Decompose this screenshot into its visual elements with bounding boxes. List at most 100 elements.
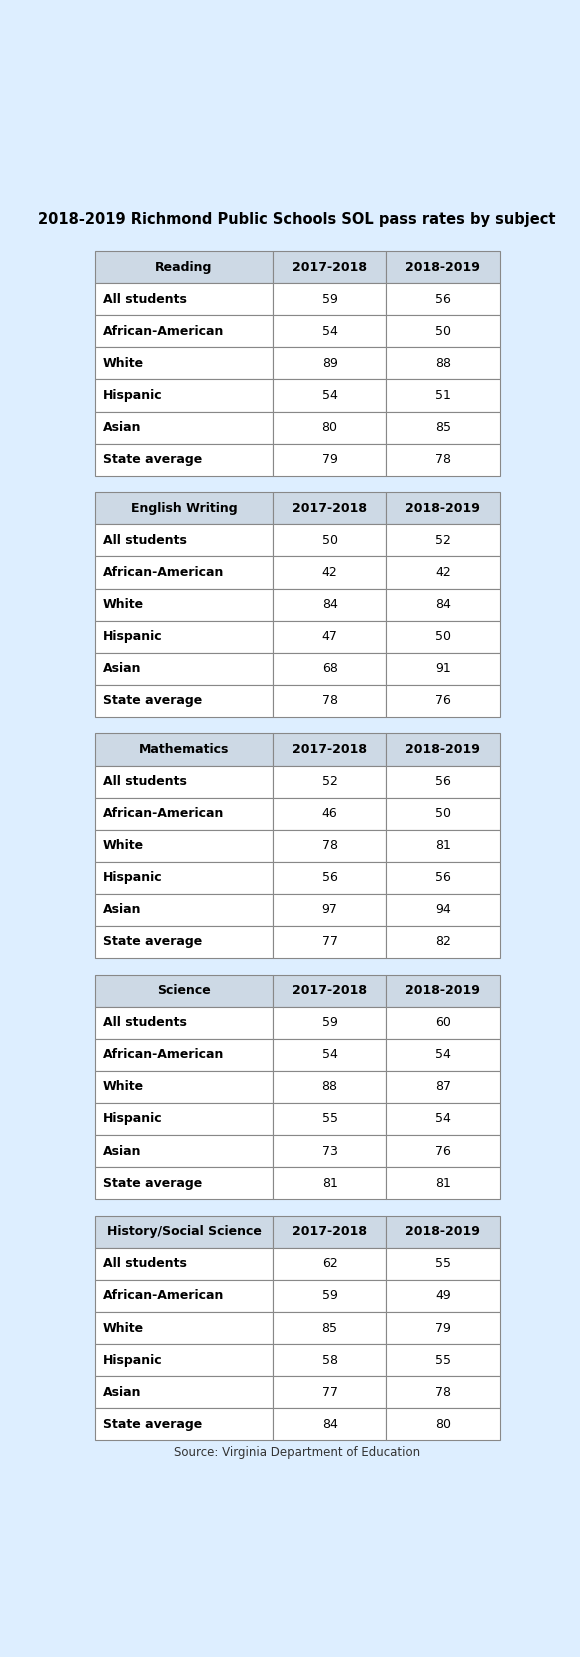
FancyBboxPatch shape <box>95 444 273 476</box>
Text: 79: 79 <box>435 1322 451 1334</box>
Text: State average: State average <box>103 1418 202 1430</box>
FancyBboxPatch shape <box>95 492 273 524</box>
FancyBboxPatch shape <box>95 1408 273 1440</box>
FancyBboxPatch shape <box>273 379 386 411</box>
Text: 54: 54 <box>322 1049 338 1060</box>
FancyBboxPatch shape <box>386 1167 499 1200</box>
Text: 54: 54 <box>322 389 338 403</box>
FancyBboxPatch shape <box>273 621 386 653</box>
FancyBboxPatch shape <box>386 283 499 315</box>
Text: State average: State average <box>103 936 202 948</box>
FancyBboxPatch shape <box>386 684 499 717</box>
FancyBboxPatch shape <box>386 492 499 524</box>
Text: 2017-2018: 2017-2018 <box>292 984 367 998</box>
Text: 54: 54 <box>435 1112 451 1125</box>
FancyBboxPatch shape <box>95 1039 273 1070</box>
Text: 81: 81 <box>435 838 451 852</box>
FancyBboxPatch shape <box>386 1070 499 1104</box>
Text: 58: 58 <box>322 1354 338 1367</box>
FancyBboxPatch shape <box>273 1344 386 1375</box>
FancyBboxPatch shape <box>386 621 499 653</box>
FancyBboxPatch shape <box>273 588 386 621</box>
Text: 2018-2019: 2018-2019 <box>405 742 480 756</box>
FancyBboxPatch shape <box>386 588 499 621</box>
Text: 94: 94 <box>435 903 451 916</box>
FancyBboxPatch shape <box>386 1007 499 1039</box>
FancyBboxPatch shape <box>95 283 273 315</box>
Text: 2017-2018: 2017-2018 <box>292 742 367 756</box>
Text: History/Social Science: History/Social Science <box>107 1225 262 1238</box>
Text: African-American: African-American <box>103 1049 224 1060</box>
Text: African-American: African-American <box>103 567 224 578</box>
FancyBboxPatch shape <box>273 444 386 476</box>
FancyBboxPatch shape <box>386 1375 499 1408</box>
Text: 77: 77 <box>322 936 338 948</box>
FancyBboxPatch shape <box>273 1104 386 1135</box>
Text: 50: 50 <box>435 807 451 820</box>
FancyBboxPatch shape <box>386 862 499 893</box>
Text: Hispanic: Hispanic <box>103 389 163 403</box>
FancyBboxPatch shape <box>95 1375 273 1408</box>
FancyBboxPatch shape <box>273 926 386 958</box>
Text: State average: State average <box>103 694 202 708</box>
FancyBboxPatch shape <box>95 1135 273 1167</box>
Text: English Writing: English Writing <box>130 502 237 515</box>
Text: 47: 47 <box>322 630 338 643</box>
FancyBboxPatch shape <box>386 1312 499 1344</box>
FancyBboxPatch shape <box>273 1007 386 1039</box>
Text: Reading: Reading <box>155 260 213 273</box>
FancyBboxPatch shape <box>95 1104 273 1135</box>
FancyBboxPatch shape <box>273 524 386 557</box>
Text: 84: 84 <box>322 1418 338 1430</box>
FancyBboxPatch shape <box>273 797 386 830</box>
FancyBboxPatch shape <box>273 1039 386 1070</box>
Text: 80: 80 <box>435 1418 451 1430</box>
FancyBboxPatch shape <box>95 1248 273 1279</box>
FancyBboxPatch shape <box>273 830 386 862</box>
FancyBboxPatch shape <box>273 1375 386 1408</box>
FancyBboxPatch shape <box>273 315 386 348</box>
FancyBboxPatch shape <box>386 348 499 379</box>
Text: 56: 56 <box>435 293 451 307</box>
Text: 2018-2019: 2018-2019 <box>405 260 480 273</box>
FancyBboxPatch shape <box>95 315 273 348</box>
Text: Asian: Asian <box>103 663 142 676</box>
Text: 42: 42 <box>435 567 451 578</box>
FancyBboxPatch shape <box>95 588 273 621</box>
FancyBboxPatch shape <box>386 252 499 283</box>
FancyBboxPatch shape <box>95 621 273 653</box>
FancyBboxPatch shape <box>273 348 386 379</box>
FancyBboxPatch shape <box>95 411 273 444</box>
FancyBboxPatch shape <box>95 1279 273 1312</box>
FancyBboxPatch shape <box>95 974 273 1007</box>
FancyBboxPatch shape <box>95 653 273 684</box>
FancyBboxPatch shape <box>386 797 499 830</box>
Text: 56: 56 <box>322 872 338 885</box>
Text: 59: 59 <box>322 293 338 307</box>
FancyBboxPatch shape <box>273 653 386 684</box>
Text: 78: 78 <box>322 838 338 852</box>
FancyBboxPatch shape <box>386 1279 499 1312</box>
FancyBboxPatch shape <box>273 557 386 588</box>
Text: All students: All students <box>103 775 187 789</box>
FancyBboxPatch shape <box>273 1167 386 1200</box>
FancyBboxPatch shape <box>273 684 386 717</box>
Text: 81: 81 <box>435 1176 451 1190</box>
FancyBboxPatch shape <box>273 1279 386 1312</box>
Text: White: White <box>103 1080 144 1094</box>
FancyBboxPatch shape <box>386 411 499 444</box>
Text: 80: 80 <box>322 421 338 434</box>
Text: Asian: Asian <box>103 421 142 434</box>
FancyBboxPatch shape <box>386 893 499 926</box>
FancyBboxPatch shape <box>95 1216 273 1248</box>
Text: Mathematics: Mathematics <box>139 742 229 756</box>
FancyBboxPatch shape <box>273 1312 386 1344</box>
Text: 59: 59 <box>322 1289 338 1302</box>
Text: 78: 78 <box>435 452 451 466</box>
Text: 2018-2019 Richmond Public Schools SOL pass rates by subject: 2018-2019 Richmond Public Schools SOL pa… <box>38 212 556 227</box>
FancyBboxPatch shape <box>95 524 273 557</box>
Text: 2018-2019: 2018-2019 <box>405 984 480 998</box>
Text: All students: All students <box>103 293 187 307</box>
FancyBboxPatch shape <box>386 557 499 588</box>
FancyBboxPatch shape <box>95 1007 273 1039</box>
